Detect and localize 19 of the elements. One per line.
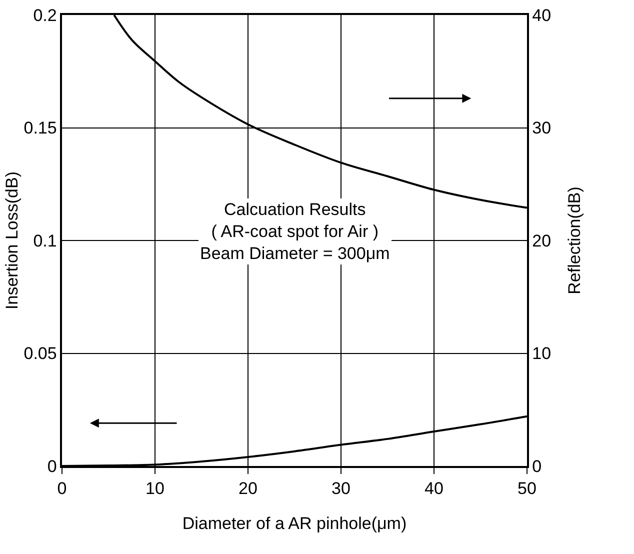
y2-axis-title: Reflection(dB) bbox=[565, 186, 584, 294]
y-axis-title: Insertion Loss(dB) bbox=[2, 172, 22, 310]
y-tick-label: 0.2 bbox=[33, 6, 57, 25]
y-tick-label: 0.15 bbox=[24, 118, 57, 138]
y2-tick-label: 40 bbox=[532, 6, 552, 25]
x-tick-label: 30 bbox=[332, 479, 350, 498]
x-axis-title: Diameter of a AR pinhole(μm) bbox=[182, 514, 407, 534]
y-tick-label: 0 bbox=[47, 456, 57, 476]
x-tick-label: 50 bbox=[518, 479, 536, 498]
x-tick-label: 20 bbox=[238, 479, 258, 498]
y-tick-label: 0.05 bbox=[24, 344, 57, 364]
annotation: Calcuation Results ( AR-coat spot for Air ) Beam Diameter = 300μm bbox=[200, 200, 390, 264]
y-tick-label: 0.1 bbox=[33, 231, 57, 250]
y2-tick-label: 30 bbox=[532, 118, 552, 138]
y2-tick-label: 10 bbox=[532, 344, 552, 364]
x-tick-label: 40 bbox=[424, 479, 444, 498]
x-tick-label: 10 bbox=[146, 479, 164, 498]
y2-tick-label: 0 bbox=[532, 456, 542, 476]
y2-tick-label: 20 bbox=[532, 231, 552, 250]
